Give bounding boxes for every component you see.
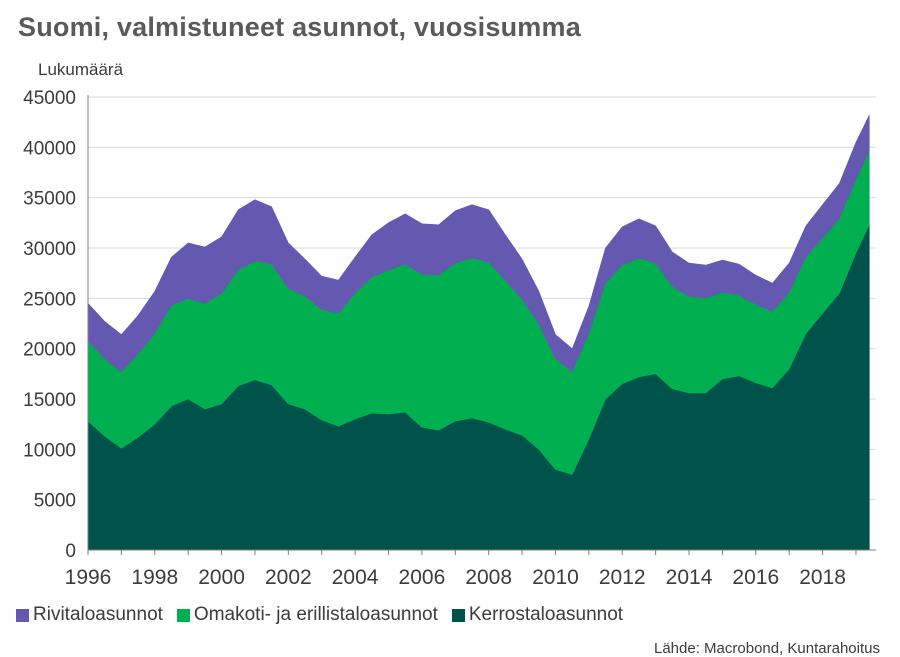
- axes: 0 5000 10000 15000 20000 25000 30000 35000 40000…: [23, 88, 876, 589]
- x-tick-label: 1996: [65, 566, 112, 589]
- legend-item: Kerrostaloasunnot: [451, 604, 624, 626]
- legend-item: Omakoti- ja erillistaloasunnot: [176, 604, 438, 626]
- y-tick-label: 10000: [23, 440, 76, 461]
- legend-label: Omakoti- ja erillistaloasunnot: [193, 604, 438, 625]
- y-axis-unit-label: Lukumäärä: [38, 60, 124, 79]
- legend-item: Rivitaloasunnot: [16, 604, 163, 626]
- x-tick-label: 2010: [532, 566, 579, 589]
- x-tick-label: 2012: [599, 566, 646, 589]
- x-tick-label: 2014: [666, 566, 713, 589]
- legend: Rivitaloasunnot Omakoti- ja erillistaloas…: [16, 604, 623, 626]
- x-tick-label: 2006: [399, 566, 446, 589]
- y-tick-label: 45000: [23, 88, 76, 109]
- x-tick-label: 1998: [131, 566, 178, 589]
- legend-label: Kerrostaloasunnot: [468, 604, 624, 625]
- y-tick-label: 0: [65, 541, 76, 562]
- y-tick-label: 15000: [23, 390, 76, 411]
- legend-swatch: [16, 608, 29, 622]
- y-tick-label: 25000: [23, 289, 76, 310]
- legend-label: Rivitaloasunnot: [33, 604, 163, 625]
- area-rivitaloasunnot: [87, 114, 870, 373]
- x-tick-label: 2000: [198, 566, 245, 589]
- y-tick-label: 20000: [23, 340, 76, 361]
- legend-swatch: [451, 608, 465, 622]
- y-tick-label: 40000: [23, 138, 76, 159]
- y-tick-label: 35000: [23, 189, 76, 210]
- area-series: [87, 114, 870, 551]
- legend-swatch: [176, 608, 190, 622]
- x-tick-label: 2018: [799, 566, 846, 589]
- y-tick-label: 30000: [23, 239, 76, 260]
- source-note: Lähde: Macrobond, Kuntarahoitus: [654, 640, 880, 657]
- x-tick-label: 2008: [465, 566, 512, 589]
- x-tick-label: 2016: [732, 566, 779, 589]
- y-tick-label: 5000: [34, 491, 76, 512]
- x-tick-label: 2004: [332, 566, 379, 589]
- chart-title: Suomi, valmistuneet asunnot, vuosisumma: [18, 12, 581, 42]
- x-tick-label: 2002: [265, 566, 312, 589]
